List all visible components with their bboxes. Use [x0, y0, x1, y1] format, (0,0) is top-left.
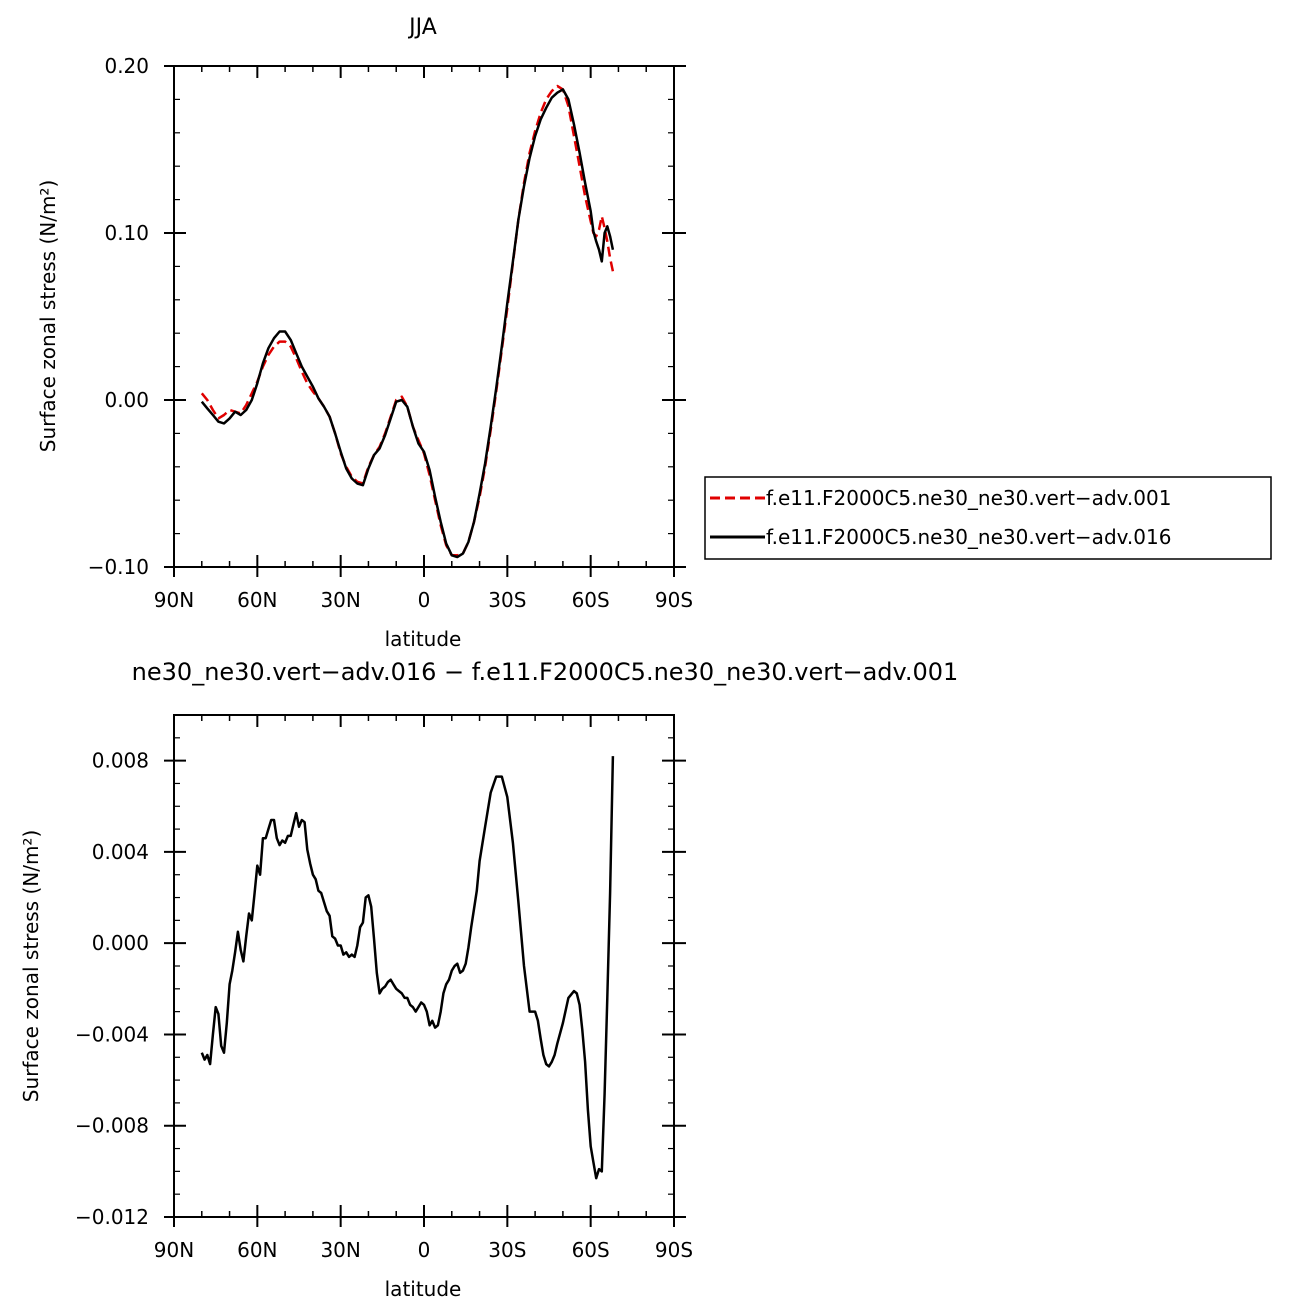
top-x-tick-label: 30S [488, 588, 526, 612]
bottom-x-tick-label: 60S [572, 1238, 610, 1262]
bottom-x-tick-label: 30N [320, 1238, 360, 1262]
legend-label-001: f.e11.F2000C5.ne30_ne30.vert−adv.001 [766, 486, 1171, 510]
bottom-x-tick-label: 90S [655, 1238, 693, 1262]
legend-label-016: f.e11.F2000C5.ne30_ne30.vert−adv.016 [766, 525, 1171, 549]
bottom-chart-title: ne30_ne30.vert−adv.016 − f.e11.F2000C5.n… [132, 658, 959, 686]
bottom-x-tick-label: 30S [488, 1238, 526, 1262]
bottom-y-tick-label: −0.004 [75, 1022, 149, 1046]
bottom-y-tick-label: −0.012 [75, 1205, 149, 1229]
bottom-x-tick-label: 60N [237, 1238, 277, 1262]
top-x-tick-label: 60N [237, 588, 277, 612]
bottom-x-tick-label: 90N [154, 1238, 194, 1262]
top-x-tick-label: 90S [655, 588, 693, 612]
top-y-axis-label: Surface zonal stress (N/m²) [36, 180, 60, 452]
top-x-tick-label: 0 [418, 588, 431, 612]
top-series-line-0 [200, 84, 615, 557]
bottom-y-axis-label: Surface zonal stress (N/m²) [19, 830, 43, 1102]
top-x-tick-label: 60S [572, 588, 610, 612]
top-x-tick-label: 30N [320, 588, 360, 612]
legend-box [704, 476, 1272, 560]
bottom-y-tick-label: 0.008 [92, 749, 149, 773]
bottom-x-tick-label: 0 [418, 1238, 431, 1262]
bottom-y-tick-label: 0.004 [92, 840, 149, 864]
top-x-axis-label: latitude [385, 627, 462, 651]
top-y-tick-label: −0.10 [88, 555, 149, 579]
top-panel: JJA 90N 60N 30N 0 30S 60S 90S −0.10 0.00 0.10 0.20… [36, 15, 1272, 651]
top-x-tick-label: 90N [154, 588, 194, 612]
bottom-plot-frame [173, 714, 675, 1218]
top-series-line-1 [200, 88, 615, 559]
bottom-y-tick-label: −0.008 [75, 1114, 149, 1138]
top-plot-frame [173, 65, 675, 568]
legend: f.e11.F2000C5.ne30_ne30.vert−adv.001 f.e… [704, 476, 1272, 560]
top-y-tick-label: 0.20 [104, 54, 149, 78]
top-chart-title: JJA [407, 15, 437, 40]
top-y-tick-label: 0.00 [104, 388, 149, 412]
bottom-y-tick-label: 0.000 [92, 931, 149, 955]
bottom-x-axis-label: latitude [385, 1277, 462, 1301]
bottom-series-line-0 [200, 756, 615, 1180]
top-y-tick-label: 0.10 [104, 221, 149, 245]
bottom-panel: ne30_ne30.vert−adv.016 − f.e11.F2000C5.n… [19, 658, 958, 1301]
